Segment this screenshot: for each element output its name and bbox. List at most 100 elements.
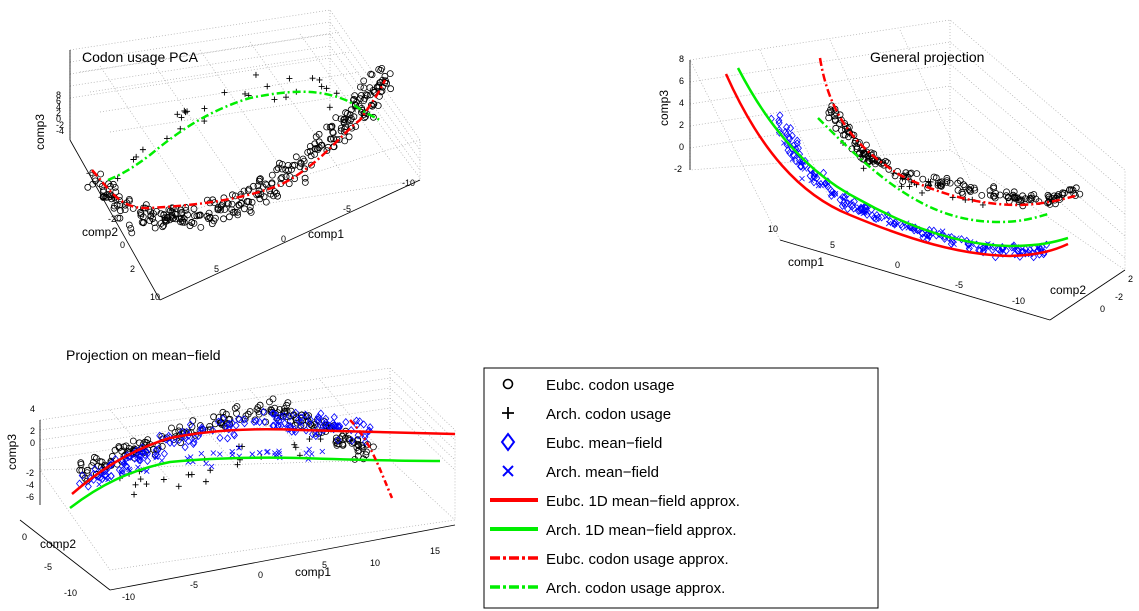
data-point bbox=[278, 160, 286, 168]
data-point bbox=[358, 441, 366, 449]
data-point bbox=[246, 203, 254, 211]
data-point bbox=[235, 201, 243, 209]
data-point bbox=[990, 183, 997, 191]
data-point bbox=[152, 446, 160, 455]
data-point bbox=[315, 429, 323, 438]
curve-arch-codon-usage-approx-p2 bbox=[817, 117, 1049, 224]
data-point bbox=[913, 170, 921, 178]
data-point bbox=[825, 114, 833, 122]
data-point bbox=[116, 214, 124, 222]
data-point bbox=[1017, 197, 1024, 205]
legend-label: Eubc. codon usage bbox=[546, 377, 674, 394]
data-point bbox=[225, 213, 233, 221]
data-point bbox=[958, 188, 966, 196]
data-point bbox=[254, 182, 262, 190]
data-point bbox=[138, 448, 146, 457]
data-point bbox=[354, 447, 362, 455]
data-point bbox=[360, 77, 368, 85]
data-point bbox=[217, 206, 225, 214]
axis-label-comp1: comp1 bbox=[308, 227, 344, 241]
data-point bbox=[83, 469, 91, 477]
data-point bbox=[335, 136, 343, 143]
data-point bbox=[233, 208, 241, 216]
data-point bbox=[169, 215, 177, 223]
data-point bbox=[320, 420, 328, 429]
data-point bbox=[182, 206, 190, 214]
data-point bbox=[151, 224, 159, 232]
data-point bbox=[187, 454, 194, 460]
tick-label: 0 bbox=[120, 240, 125, 250]
data-point bbox=[255, 408, 263, 415]
data-point bbox=[903, 171, 910, 178]
tick-label: -2 bbox=[56, 120, 64, 130]
tick-label: 0 bbox=[679, 142, 684, 152]
data-point bbox=[84, 183, 92, 191]
data-point bbox=[269, 395, 277, 403]
data-point bbox=[193, 212, 201, 220]
data-point bbox=[936, 182, 944, 189]
data-point bbox=[160, 449, 168, 458]
tick-label: 4 bbox=[30, 404, 35, 414]
data-point bbox=[96, 457, 104, 465]
data-point bbox=[317, 409, 325, 418]
data-point bbox=[331, 421, 339, 430]
data-point bbox=[206, 422, 214, 430]
legend-entry: Arch. codon usage bbox=[502, 406, 671, 423]
data-point bbox=[311, 140, 319, 148]
tick-label: -4 bbox=[56, 126, 64, 136]
data-point bbox=[314, 146, 322, 154]
data-point bbox=[860, 165, 867, 172]
data-point bbox=[840, 198, 848, 207]
data-point bbox=[339, 441, 347, 449]
data-point bbox=[849, 201, 857, 210]
data-point bbox=[832, 124, 840, 132]
data-point bbox=[370, 88, 378, 96]
data-point bbox=[971, 186, 979, 194]
tick-label: 8 bbox=[56, 90, 61, 100]
data-point bbox=[214, 205, 222, 213]
data-point bbox=[323, 147, 331, 155]
tick-label: -4 bbox=[98, 192, 106, 202]
data-point bbox=[122, 462, 130, 471]
data-point bbox=[156, 431, 164, 440]
data-point bbox=[248, 198, 256, 206]
tick-label: 2 bbox=[679, 120, 684, 130]
data-point bbox=[256, 401, 264, 409]
data-point bbox=[319, 448, 326, 455]
tick-label: 4 bbox=[679, 98, 684, 108]
data-point bbox=[292, 153, 300, 161]
data-point bbox=[84, 466, 91, 474]
tick-label: 0 bbox=[1100, 304, 1105, 314]
tick-label: -10 bbox=[122, 592, 135, 602]
data-point bbox=[868, 151, 875, 159]
legend-entry: Arch. mean−field bbox=[502, 464, 659, 481]
data-point bbox=[348, 436, 356, 445]
tick-label: -10 bbox=[64, 588, 77, 598]
data-point bbox=[306, 415, 314, 424]
data-point bbox=[309, 430, 317, 439]
data-point bbox=[138, 218, 146, 226]
data-point bbox=[135, 439, 143, 447]
data-point bbox=[868, 211, 876, 220]
axis-comp2 bbox=[1049, 269, 1126, 321]
legend-label: Eubc. mean−field bbox=[546, 435, 662, 452]
data-point bbox=[1046, 200, 1054, 208]
data-point bbox=[843, 199, 851, 208]
data-point bbox=[286, 75, 293, 82]
data-point bbox=[362, 91, 370, 99]
data-point bbox=[136, 208, 144, 216]
data-point bbox=[362, 437, 370, 447]
data-point bbox=[329, 129, 337, 137]
legend: Eubc. codon usage Arch. codon usage Eubc… bbox=[483, 367, 879, 609]
panel-general-projection: 10 5 0 -5 -10 -2 0 2 -2 0 2 4 6 8 comp1 … bbox=[657, 19, 1133, 321]
data-point bbox=[282, 173, 290, 181]
data-point bbox=[252, 416, 260, 426]
data-point bbox=[224, 200, 232, 208]
data-point bbox=[255, 177, 263, 185]
data-point bbox=[847, 199, 853, 205]
data-point bbox=[986, 187, 994, 195]
data-point bbox=[77, 459, 85, 467]
data-point bbox=[249, 182, 257, 190]
points-arch-codon-usage-p1 bbox=[111, 71, 359, 201]
data-point bbox=[999, 244, 1007, 253]
